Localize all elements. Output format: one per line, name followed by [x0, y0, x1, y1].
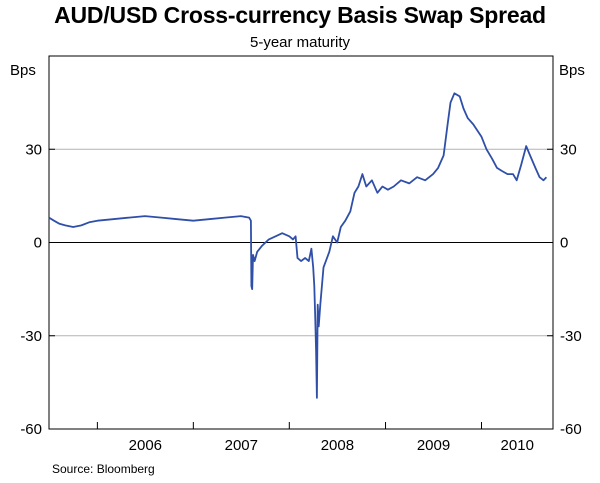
- y-tick-label-right: -60: [560, 421, 582, 438]
- chart-title: AUD/USD Cross-currency Basis Swap Spread: [54, 2, 546, 28]
- y-tick-label-left: -60: [20, 421, 42, 438]
- y-tick-label-left: 0: [34, 235, 42, 252]
- x-tick-label: 2009: [417, 437, 450, 454]
- y-tick-label-right: 0: [560, 235, 568, 252]
- series-line: [48, 92, 548, 399]
- y-tick-label-left: -30: [20, 328, 42, 345]
- x-tick-label: 2010: [501, 437, 534, 454]
- y-tick-label-left: 30: [25, 141, 42, 158]
- y-axis-unit-left: Bps: [10, 62, 36, 79]
- y-tick-label-right: -30: [560, 328, 582, 345]
- chart-subtitle: 5-year maturity: [249, 34, 351, 51]
- y-tick-label-right: 30: [560, 141, 577, 158]
- x-tick-label: 2007: [225, 437, 258, 454]
- x-tick-label: 2006: [129, 437, 162, 454]
- y-axis-unit-right: Bps: [559, 62, 585, 79]
- source-note: Source: Bloomberg: [52, 462, 155, 476]
- x-tick-label: 2008: [321, 437, 354, 454]
